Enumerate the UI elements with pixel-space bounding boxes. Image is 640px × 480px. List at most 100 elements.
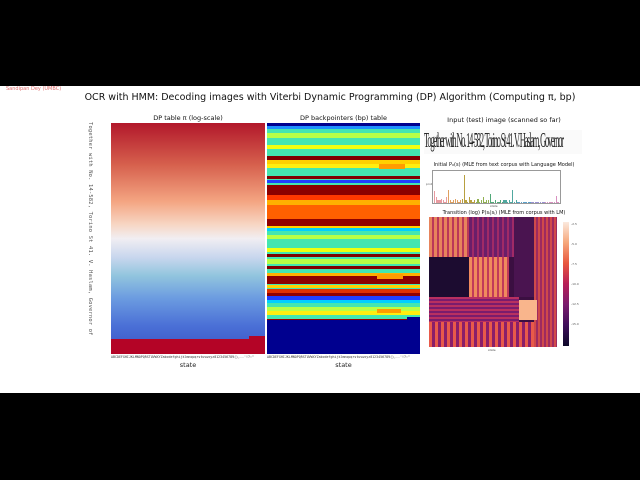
figure-frame: Sandipan Dey (UMBC) OCR with HMM: Decodi… — [0, 86, 640, 393]
bar — [466, 201, 469, 203]
bar — [532, 202, 535, 203]
bar — [510, 201, 512, 203]
dp-pi-xlabel: state — [179, 361, 197, 369]
initial-prob-xlabel: state — [490, 204, 498, 208]
bar — [486, 200, 488, 203]
cbar-tick: -15.0 — [571, 322, 579, 326]
bar — [440, 198, 443, 203]
dp-bp-title: DP backpointers (bp) table — [300, 114, 387, 122]
dp-bp-xticks: ABCDEFGHIJKLMNOPQRSTUVWXYZabcdefghijklmn… — [267, 355, 410, 359]
bar — [541, 202, 543, 203]
transition-colorbar — [563, 222, 569, 346]
input-image-title: Input (test) image (scanned so far) — [447, 116, 561, 124]
input-image: Together with No. 14-582, Torino St 41. … — [424, 130, 582, 154]
transition-heatmap — [429, 217, 557, 347]
bar — [456, 200, 458, 203]
dp-pi-side-text: Together with No. 14-582, Torino St 41. … — [84, 122, 94, 356]
bar — [494, 200, 497, 203]
bar — [454, 198, 457, 203]
bar — [522, 201, 524, 203]
bar — [506, 201, 509, 203]
transition-xlabel: state — [488, 348, 496, 352]
initial-prob-title: Initial P₀(s) (MLE from text corpus with… — [433, 162, 575, 168]
cbar-tick: -2.5 — [571, 222, 577, 226]
bar — [520, 201, 523, 203]
bar — [517, 201, 519, 203]
cbar-tick: -7.5 — [571, 262, 577, 266]
bar — [539, 202, 542, 203]
bar — [442, 200, 444, 203]
initial-prob-ylabel: prob — [426, 182, 433, 186]
bar — [451, 201, 453, 203]
transition-title: Transition (log) P(sᵢ|sⱼ) (MLE from corp… — [442, 210, 566, 216]
dp-bp-xlabel: state — [335, 361, 352, 369]
bar — [447, 189, 450, 203]
bar — [449, 200, 451, 203]
bar — [460, 200, 462, 203]
initial-prob-barchart — [432, 170, 561, 204]
cbar-tick: -5.0 — [571, 242, 577, 246]
bar — [475, 201, 477, 203]
bar — [463, 174, 465, 203]
bar — [512, 189, 514, 203]
bar — [453, 200, 455, 203]
bar — [465, 200, 467, 203]
bar — [529, 202, 531, 203]
input-image-text: Together with No. 14-582, Torino St 41. … — [424, 130, 564, 153]
bar — [555, 195, 557, 203]
bar — [526, 202, 528, 203]
bar — [498, 201, 500, 203]
bar — [444, 201, 446, 203]
bar — [477, 198, 479, 203]
bar — [550, 202, 552, 203]
bar — [489, 194, 491, 203]
bar — [491, 201, 493, 203]
bar — [479, 201, 481, 203]
bar — [548, 202, 550, 203]
bar — [496, 201, 498, 203]
bar — [472, 201, 474, 203]
bar — [545, 202, 547, 203]
bar — [534, 202, 537, 203]
figure-title: OCR with HMM: Decoding images with Viter… — [84, 92, 576, 103]
side-text-label: Together with No. 14-582, Torino St 41. … — [87, 122, 93, 336]
cbar-tick: -12.5 — [571, 302, 579, 306]
dp-pi-title: DP table π (log-scale) — [153, 114, 223, 122]
bar — [553, 202, 556, 203]
bar — [437, 200, 439, 203]
bar — [470, 200, 472, 203]
bar — [484, 201, 486, 203]
pi-bottom-step — [249, 336, 265, 339]
bar — [458, 201, 460, 203]
cbar-tick: -10.0 — [571, 282, 579, 286]
bar — [499, 200, 502, 203]
bar — [515, 200, 517, 203]
bar — [536, 202, 538, 203]
bar — [482, 197, 484, 203]
bar — [446, 197, 448, 203]
dp-bp-heatmap — [267, 123, 420, 354]
bar — [519, 201, 521, 203]
bar — [435, 197, 438, 203]
bar — [527, 202, 530, 203]
bar — [439, 200, 441, 203]
bar — [546, 202, 549, 203]
bar — [473, 200, 476, 203]
bar — [461, 198, 464, 203]
bar — [505, 200, 507, 203]
bar — [531, 202, 533, 203]
bar — [493, 201, 495, 203]
pi-bottom-band — [111, 339, 265, 354]
bar — [503, 200, 505, 203]
bar — [552, 202, 554, 203]
bar — [557, 202, 559, 203]
bar — [513, 201, 516, 203]
bar — [508, 200, 510, 203]
bar — [524, 201, 526, 203]
bar — [480, 200, 483, 203]
dp-pi-xticks: ABCDEFGHIJKLMNOPQRSTUVWXYZabcdefghijklmn… — [111, 355, 254, 359]
bar — [468, 197, 471, 203]
dp-pi-heatmap — [111, 123, 265, 354]
bar — [538, 202, 540, 203]
bar — [543, 201, 545, 203]
